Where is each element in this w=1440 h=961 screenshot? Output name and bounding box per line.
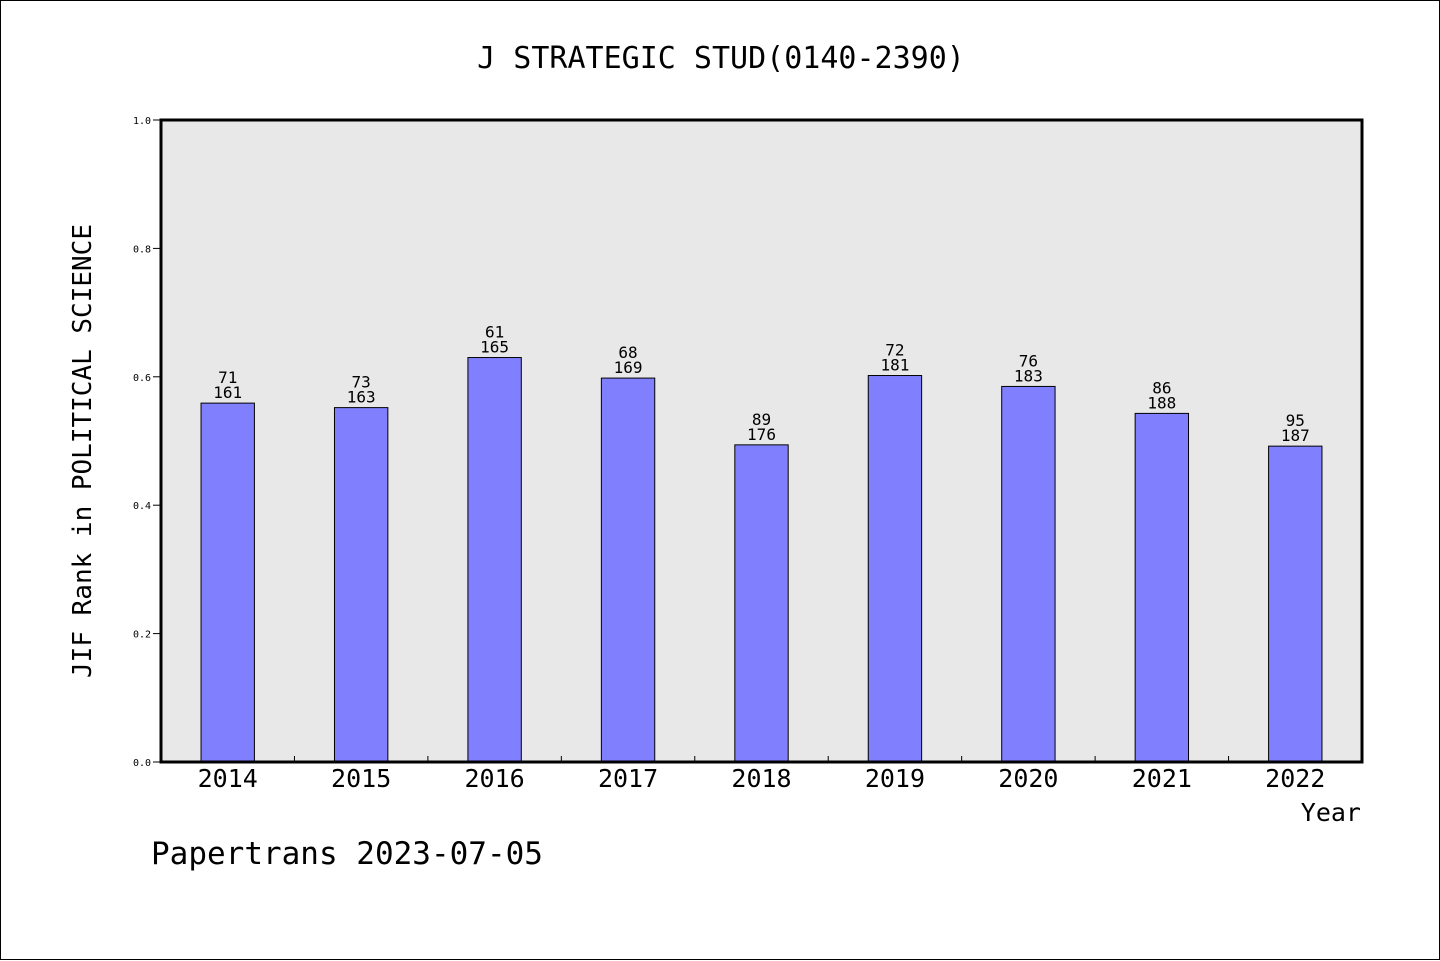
rank-label: 89 (752, 410, 771, 429)
plot-border (159, 118, 1364, 764)
x-tick-label: 2016 (465, 764, 525, 793)
total-label: 169 (614, 358, 643, 377)
total-label: 176 (747, 425, 776, 444)
total-label: 165 (480, 338, 509, 357)
chart-title: J STRATEGIC STUD(0140-2390) (477, 41, 965, 76)
x-axis-ticks: 2014 2015 2016 2017 2018 2019 2020 2021 2022 (198, 756, 1325, 793)
rank-label: 76 (1019, 351, 1038, 370)
bar-2022 (1268, 445, 1323, 763)
x-tick-label: 2015 (331, 764, 391, 793)
bar-2021 (1134, 412, 1190, 763)
y-tick-label: 0.6 (133, 373, 151, 384)
footer-text: Papertrans 2023-07-05 (151, 836, 543, 872)
bar-2020 (1001, 385, 1056, 763)
bar-2017 (600, 377, 656, 763)
total-label: 163 (347, 388, 376, 407)
bar-2016 (467, 357, 522, 763)
y-axis-label: JIF Rank in POLITICAL SCIENCE (68, 224, 98, 678)
x-axis-label: Year (1301, 798, 1361, 827)
x-tick-label: 2017 (598, 764, 658, 793)
x-tick-label: 2022 (1265, 764, 1325, 793)
rank-label: 95 (1286, 411, 1305, 430)
x-tick-label: 2021 (1132, 764, 1192, 793)
x-tick-label: 2020 (998, 764, 1058, 793)
bar-2019 (867, 375, 923, 763)
total-label: 181 (880, 356, 909, 375)
y-tick-label: 0.4 (133, 501, 151, 512)
total-label: 188 (1147, 393, 1176, 412)
total-label: 187 (1281, 426, 1310, 445)
y-tick-label: 1.0 (133, 116, 151, 127)
x-tick-label: 2018 (731, 764, 791, 793)
bar-2014 (200, 402, 255, 763)
rank-label: 72 (885, 341, 904, 360)
x-tick-label: 2019 (865, 764, 925, 793)
rank-label: 68 (618, 343, 637, 362)
rank-label: 86 (1152, 378, 1171, 397)
y-tick-label: 0.2 (133, 630, 151, 641)
rank-label: 71 (218, 368, 237, 387)
rank-label: 61 (485, 323, 504, 342)
total-label: 183 (1014, 366, 1043, 385)
total-label: 161 (213, 383, 242, 402)
y-tick-label: 0.0 (133, 758, 151, 769)
bars-group (200, 357, 1323, 763)
rank-label: 73 (352, 373, 371, 392)
y-axis-ticks: 0.0 0.2 0.4 0.6 0.8 1.0 (133, 116, 161, 769)
x-tick-label: 2014 (198, 764, 258, 793)
y-tick-label: 0.8 (133, 244, 151, 255)
bar-2015 (333, 407, 389, 763)
bar-2018 (734, 444, 789, 763)
